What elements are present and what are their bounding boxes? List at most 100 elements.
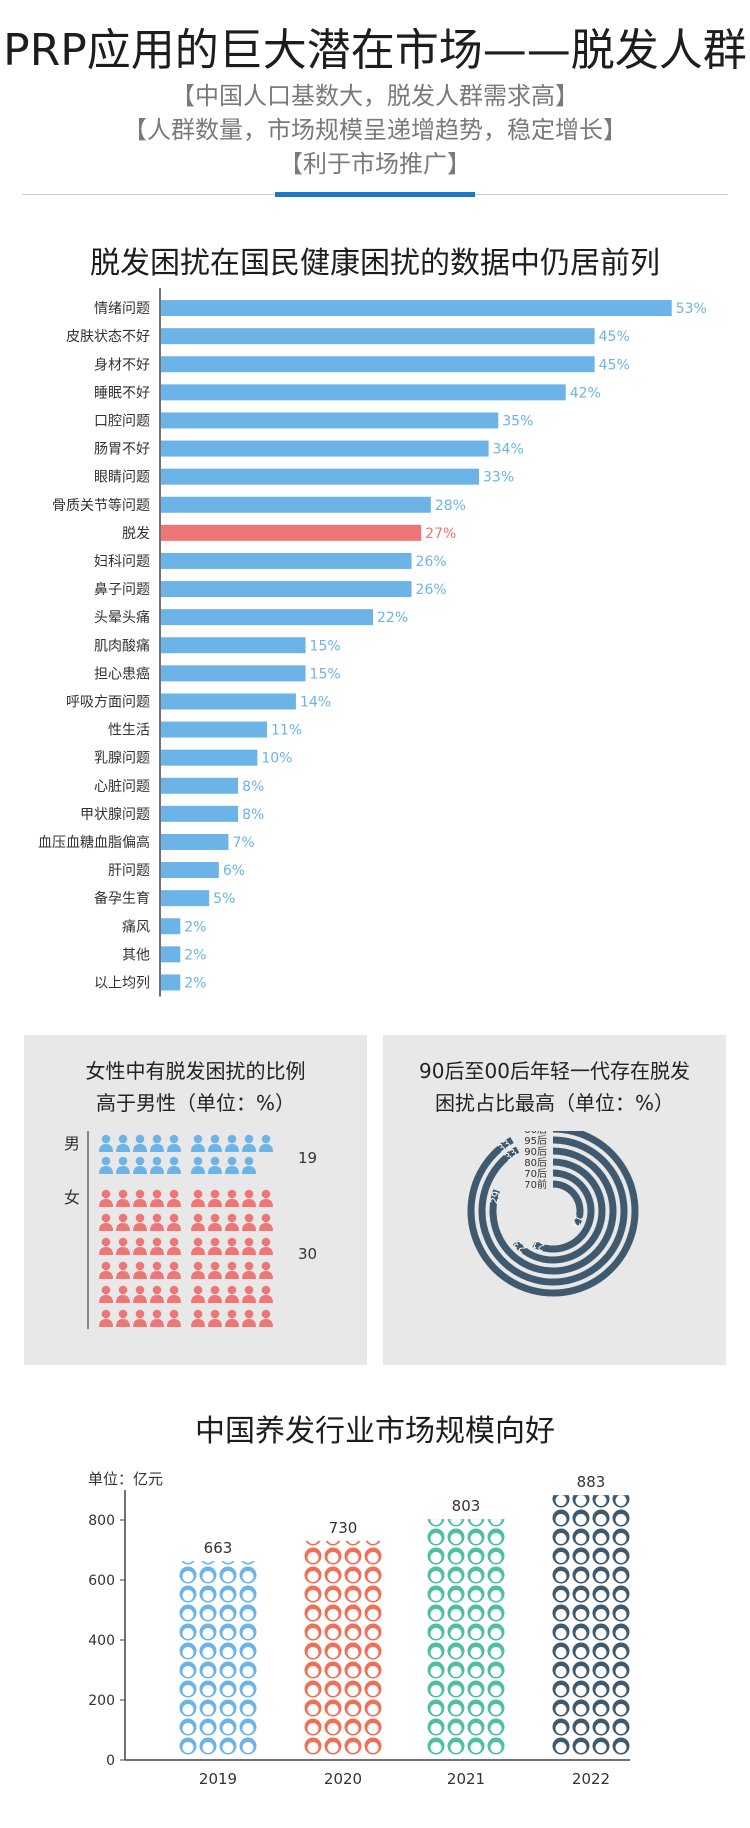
person-icon-head: [118, 1156, 128, 1166]
person-icon-body: [133, 1166, 147, 1174]
face-icon-inner: [555, 1552, 567, 1563]
face-icon-inner: [450, 1742, 462, 1753]
category-label: 其他: [122, 947, 150, 963]
female-person-icon: [133, 1285, 147, 1303]
category-label: 以上均列: [94, 975, 150, 991]
person-icon-body: [99, 1247, 113, 1255]
female-person-icon: [150, 1285, 164, 1303]
person-icon-head: [193, 1134, 203, 1144]
bar-以上均列: [161, 974, 181, 991]
bar-心脏问题: [161, 777, 239, 794]
face-icon-inner: [595, 1647, 607, 1658]
face-icon-inner: [595, 1495, 607, 1506]
female-person-icon-extra: [225, 1189, 239, 1207]
female-person-icon: [150, 1261, 164, 1279]
person-icon-body: [259, 1199, 273, 1207]
arc-80后: [512, 1158, 606, 1264]
person-icon-head: [227, 1213, 237, 1223]
face-icon-inner: [242, 1647, 254, 1658]
face-icon-inner: [450, 1647, 462, 1658]
male-person-icon: [242, 1134, 256, 1152]
face-icon-inner: [222, 1666, 234, 1677]
face-icon-inner: [430, 1666, 442, 1677]
person-icon-head: [261, 1285, 271, 1295]
face-icon-inner: [348, 1541, 358, 1544]
face-icon-inner: [347, 1628, 359, 1639]
face-icon-inner: [470, 1590, 482, 1601]
face-icon-inner: [182, 1609, 194, 1620]
face-icon-inner: [555, 1742, 567, 1753]
person-icon-body: [167, 1223, 181, 1231]
face-icon-inner: [450, 1628, 462, 1639]
face-icon-inner: [367, 1590, 379, 1601]
category-label: 甲状腺问题: [80, 807, 150, 823]
person-icon-body: [167, 1319, 181, 1327]
face-icon-inner: [202, 1609, 214, 1620]
face-icon-inner: [595, 1628, 607, 1639]
male-person-icon: [208, 1156, 222, 1174]
female-person-icon-extra: [191, 1189, 205, 1207]
female-person-icon-extra: [259, 1261, 273, 1279]
person-icon-head: [118, 1134, 128, 1144]
female-person-icon-extra: [225, 1261, 239, 1279]
female-person-icon-extra: [191, 1285, 205, 1303]
face-icon-inner: [555, 1514, 567, 1525]
person-icon-head: [118, 1189, 128, 1199]
male-person-icon: [167, 1156, 181, 1174]
person-icon-head: [169, 1189, 179, 1199]
face-icon-inner: [430, 1704, 442, 1715]
person-icon-body: [242, 1295, 256, 1303]
data-label: 45%: [599, 329, 630, 345]
face-icon-inner: [347, 1666, 359, 1677]
female-person-icon-extra: [208, 1261, 222, 1279]
male-person-icon: [116, 1156, 130, 1174]
face-icon-inner: [182, 1685, 194, 1696]
person-icon-head: [101, 1134, 111, 1144]
category-label: 脱发: [122, 526, 150, 542]
person-icon-body: [242, 1223, 256, 1231]
face-icon-inner: [575, 1628, 587, 1639]
data-label: 8%: [242, 779, 264, 795]
bar-睡眠不好: [161, 384, 566, 401]
person-icon-body: [133, 1144, 147, 1152]
face-icon-inner: [242, 1742, 254, 1753]
person-icon-body: [208, 1295, 222, 1303]
male-label: 男: [64, 1134, 80, 1153]
category-label: 心脏问题: [94, 779, 150, 795]
category-label: 肝问题: [108, 863, 150, 879]
arc-label: 90后: [524, 1146, 547, 1158]
data-label: 8%: [242, 807, 264, 823]
female-person-icon-extra: [259, 1285, 273, 1303]
person-icon-body: [167, 1247, 181, 1255]
face-icon-inner: [242, 1666, 254, 1677]
female-person-icon: [99, 1189, 113, 1207]
face-icon-inner: [202, 1571, 214, 1582]
person-icon-head: [210, 1156, 220, 1166]
person-icon-body: [259, 1144, 273, 1152]
person-icon-head: [227, 1134, 237, 1144]
person-icon-head: [210, 1261, 220, 1271]
female-person-icon: [167, 1309, 181, 1327]
person-icon-body: [208, 1319, 222, 1327]
person-icon-body: [99, 1223, 113, 1231]
person-icon-head: [135, 1285, 145, 1295]
female-person-icon: [167, 1285, 181, 1303]
person-icon-head: [169, 1237, 179, 1247]
face-icon-inner: [595, 1571, 607, 1582]
female-person-icon: [99, 1237, 113, 1255]
face-icon-inner: [555, 1704, 567, 1715]
male-person-icon: [150, 1156, 164, 1174]
face-icon-inner: [575, 1590, 587, 1601]
face-icon-inner: [202, 1723, 214, 1734]
unit-label: 单位：亿元: [88, 1470, 163, 1488]
female-person-icon: [133, 1237, 147, 1255]
bar-皮肤状态不好: [161, 328, 595, 345]
person-icon-head: [244, 1285, 254, 1295]
face-icon-inner: [595, 1685, 607, 1696]
person-icon-body: [116, 1199, 130, 1207]
subtitle-2: 【人群数量，市场规模呈递增趋势，稳定增长】: [123, 116, 627, 144]
face-icon-inner: [490, 1647, 502, 1658]
female-person-icon-extra: [242, 1213, 256, 1231]
face-icon-inner: [182, 1742, 194, 1753]
face-icon-inner: [430, 1628, 442, 1639]
